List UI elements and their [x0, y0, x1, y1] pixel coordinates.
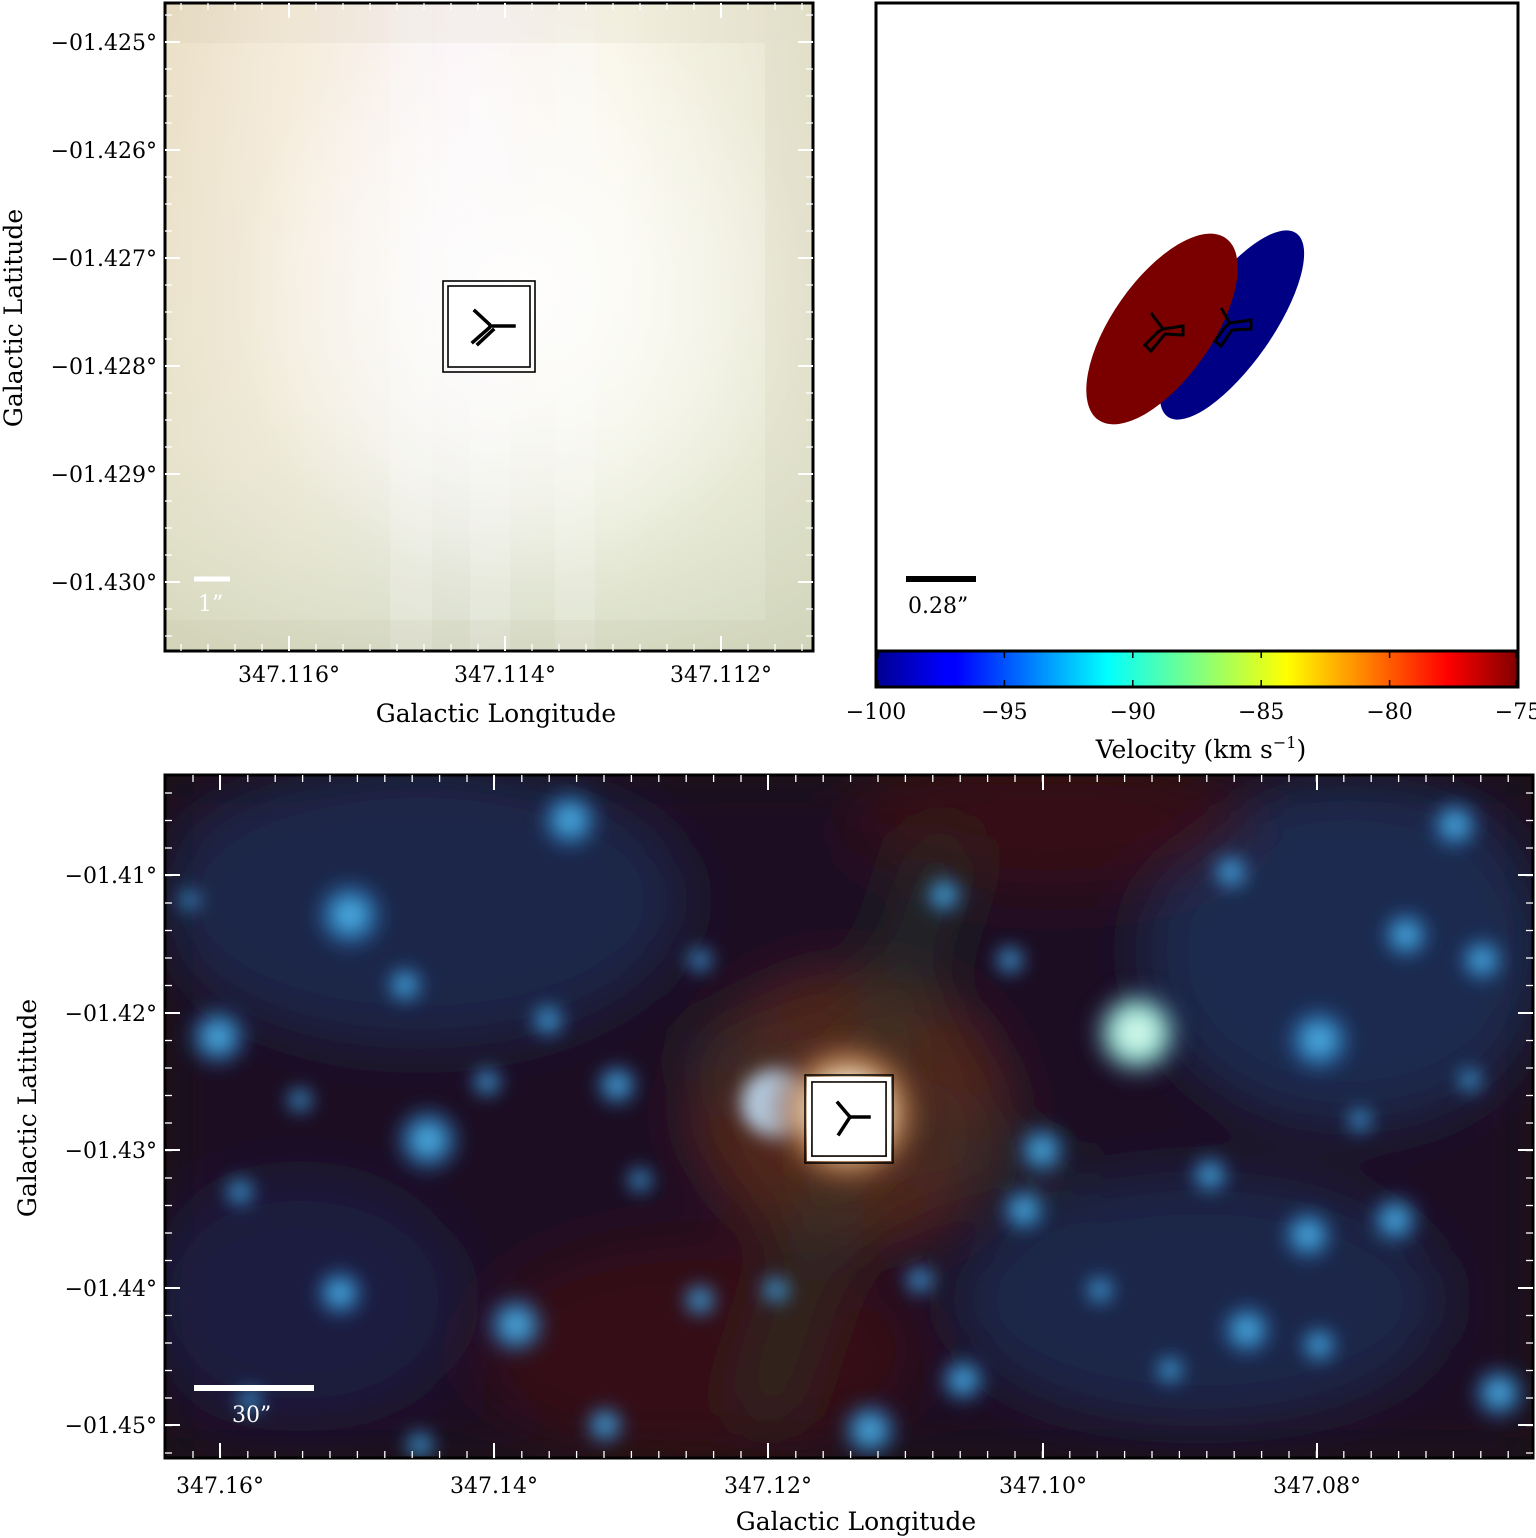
- blue-lobe: [1159, 230, 1305, 420]
- y-tick-label: −01.425°: [51, 31, 157, 56]
- star: [593, 1061, 641, 1109]
- y-tick-label: −01.428°: [51, 355, 157, 380]
- y-axis: −01.41° −01.42° −01.43° −01.44° −01.45°: [65, 792, 1533, 1454]
- y-axis-title: Galactic Latitude: [13, 999, 42, 1217]
- colorbar-tick-label: −80: [1366, 700, 1412, 725]
- star: [1281, 1002, 1357, 1078]
- star: [1014, 1122, 1070, 1178]
- colorbar-tick-label: −95: [981, 700, 1027, 725]
- x-axis: 347.16° 347.14° 347.12° 347.10° 347.08°: [176, 775, 1509, 1499]
- maser-symbol-icon: [1142, 307, 1253, 354]
- x-tick-label: 347.08°: [1273, 1474, 1361, 1499]
- x-tick-label: 347.114°: [454, 663, 556, 688]
- x-tick-label: 347.10°: [999, 1474, 1087, 1499]
- star: [222, 1174, 258, 1210]
- y-tick-label: −01.43°: [65, 1139, 157, 1164]
- star: [284, 1084, 316, 1116]
- star: [1427, 797, 1483, 853]
- y-tick-label: −01.45°: [65, 1414, 157, 1439]
- source-marker: [804, 1074, 894, 1164]
- star: [1188, 1153, 1232, 1197]
- star: [998, 1184, 1050, 1236]
- y-tick-label: −01.427°: [51, 247, 157, 272]
- star: [312, 1265, 368, 1321]
- top-right-panel: 0.28” −100 −95 −90 −85 −80 −75 Velocity (km s…: [846, 1, 1536, 764]
- colorbar-tick-label: −100: [846, 700, 906, 725]
- y-tick-label: −01.429°: [51, 463, 157, 488]
- star: [1278, 1205, 1338, 1265]
- star: [1454, 1064, 1486, 1096]
- star: [937, 1354, 989, 1406]
- velocity-colorbar: −100 −95 −90 −85 −80 −75 Velocity (km s−1): [846, 649, 1536, 764]
- x-tick-label: 347.112°: [670, 663, 772, 688]
- star: [482, 1291, 550, 1359]
- scale-bar-30: 30”: [194, 1385, 314, 1428]
- scale-bar-0.28: 0.28”: [906, 576, 976, 619]
- maser-symbol-icon: [470, 308, 516, 347]
- x-axis: 347.116° 347.114° 347.112°: [180, 3, 803, 688]
- colorbar-tick-label: −85: [1238, 700, 1284, 725]
- star: [624, 1164, 656, 1196]
- star: [1344, 1104, 1376, 1136]
- star: [184, 1003, 252, 1071]
- y-axis-title: Galactic Latitude: [0, 209, 28, 427]
- scale-bar-1: 1”: [194, 576, 230, 617]
- y-tick-label: −01.41°: [65, 864, 157, 889]
- star: [390, 1102, 466, 1178]
- source-marker: [442, 280, 536, 373]
- star: [838, 1398, 902, 1458]
- y-axis: −01.425° −01.426° −01.427° −01.428° −01.429°…: [51, 14, 813, 637]
- star: [992, 942, 1028, 978]
- star: [1297, 1323, 1341, 1367]
- colorbar-title: Velocity (km s−1): [1095, 733, 1306, 764]
- star: [1082, 1272, 1118, 1308]
- scale-label: 1”: [198, 592, 223, 617]
- star: [536, 786, 604, 854]
- star: [684, 944, 716, 976]
- y-tick-label: −01.44°: [65, 1277, 157, 1302]
- panel-frame: [163, 773, 1535, 1460]
- star: [1209, 850, 1253, 894]
- colorbar-tick-label: −75: [1495, 700, 1536, 725]
- star: [680, 1280, 720, 1320]
- field-stars: [176, 786, 1529, 1458]
- star: [176, 886, 204, 914]
- outflow-lobes: [1086, 230, 1305, 425]
- star: [758, 1272, 794, 1308]
- x-tick-label: 347.14°: [450, 1474, 538, 1499]
- panel-frame: [163, 1, 815, 653]
- y-tick-label: −01.42°: [65, 1002, 157, 1027]
- y-tick-label: −01.426°: [51, 139, 157, 164]
- star: [1469, 1363, 1529, 1423]
- x-tick-label: 347.116°: [238, 663, 340, 688]
- star: [922, 873, 966, 917]
- scale-label: 30”: [232, 1403, 271, 1428]
- star: [528, 1000, 568, 1040]
- star: [469, 1064, 505, 1100]
- x-tick-label: 347.12°: [724, 1474, 812, 1499]
- star: [383, 963, 427, 1007]
- star: [310, 875, 390, 955]
- scale-label: 0.28”: [908, 594, 968, 619]
- star: [902, 1262, 938, 1298]
- x-tick-label: 347.16°: [176, 1474, 264, 1499]
- y-tick-label: −01.430°: [51, 571, 157, 596]
- maser-symbol-icon: [835, 1100, 871, 1137]
- colorbar-tick-label: −90: [1110, 700, 1156, 725]
- star: [1152, 1352, 1188, 1388]
- star: [1217, 1300, 1277, 1360]
- x-axis-title: Galactic Longitude: [376, 699, 616, 728]
- colorbar-ticks: −100 −95 −90 −85 −80 −75: [846, 651, 1536, 725]
- star: [1378, 907, 1434, 963]
- wide-field-image: 30”: [165, 775, 1533, 1458]
- star: [1456, 934, 1508, 986]
- star: [1367, 1192, 1423, 1248]
- x-axis-title: Galactic Longitude: [736, 1507, 976, 1536]
- star: [583, 1403, 627, 1447]
- star: [234, 1384, 266, 1416]
- bottom-panel: 30” −01.41°−01.42°−01.43°−01.44°−01.45° …: [13, 773, 1535, 1536]
- top-left-panel: −01.425° −01.426° −01.427° −01.428° −01.429°…: [0, 1, 815, 728]
- star: [402, 1427, 438, 1458]
